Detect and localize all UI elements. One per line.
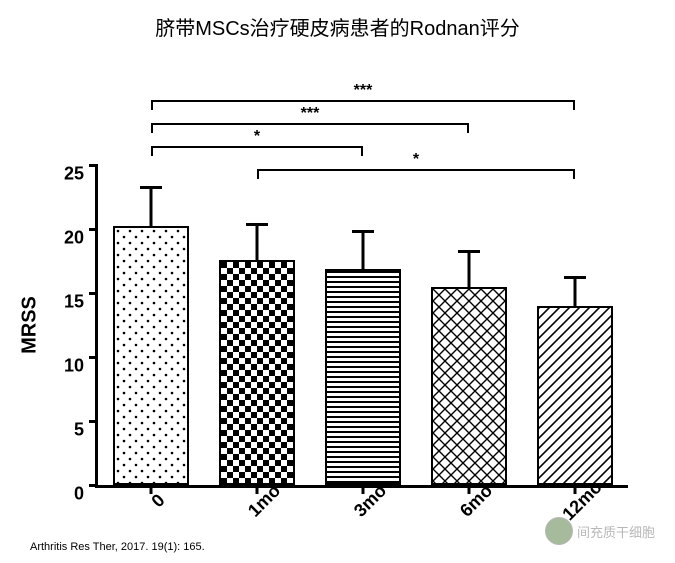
error-bar (574, 278, 577, 306)
y-tick-mark (89, 164, 98, 167)
significance-bracket (151, 123, 469, 133)
watermark-text: 间充质干细胞 (577, 522, 655, 541)
bar (113, 226, 189, 485)
significance-label: * (413, 151, 419, 169)
error-bar (468, 252, 471, 287)
y-tick-label: 25 (64, 164, 98, 185)
y-tick-label: 0 (74, 484, 98, 505)
citation-text: Arthritis Res Ther, 2017. 19(1): 165. (30, 541, 205, 553)
y-tick-label: 10 (64, 356, 98, 377)
x-tick-label: 0 (147, 490, 169, 512)
error-cap (458, 250, 480, 253)
x-tick-label: 3mo (350, 480, 391, 521)
error-cap (564, 276, 586, 279)
significance-bracket (151, 100, 575, 110)
y-tick-mark (89, 356, 98, 359)
watermark-icon (545, 517, 573, 545)
y-tick-mark (89, 484, 98, 487)
plot-area: 051015202501mo3mo6mo12mo******** (95, 165, 628, 488)
error-cap (140, 186, 162, 189)
error-cap (246, 223, 268, 226)
bar (219, 260, 295, 485)
bar (431, 287, 507, 485)
error-bar (362, 232, 365, 269)
watermark: 间充质干细胞 (545, 517, 655, 545)
x-tick-label: 6mo (456, 480, 497, 521)
error-bar (256, 225, 259, 260)
error-bar (150, 188, 153, 226)
chart: 脐带MSCs治疗硬皮病患者的Rodnan评分 MRSS 051015202501… (0, 0, 675, 563)
y-tick-label: 15 (64, 292, 98, 313)
y-tick-mark (89, 292, 98, 295)
x-tick-label: 1mo (244, 480, 285, 521)
y-tick-mark (89, 228, 98, 231)
significance-label: *** (354, 82, 373, 100)
error-cap (352, 230, 374, 233)
significance-bracket (257, 169, 575, 179)
bar (537, 306, 613, 485)
bar (325, 269, 401, 485)
y-tick-label: 5 (74, 420, 98, 441)
chart-title: 脐带MSCs治疗硬皮病患者的Rodnan评分 (0, 12, 675, 41)
significance-bracket (151, 146, 363, 156)
y-axis-label: MRSS (19, 296, 42, 354)
y-tick-mark (89, 420, 98, 423)
y-tick-label: 20 (64, 228, 98, 249)
